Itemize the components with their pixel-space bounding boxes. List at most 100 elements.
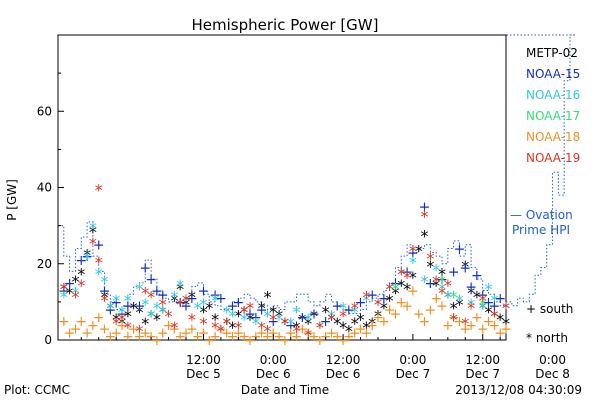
point-noaa-15: + bbox=[145, 272, 157, 288]
point-noaa-16: * bbox=[118, 303, 126, 322]
point-noaa-18: + bbox=[285, 325, 297, 341]
point-noaa-18: + bbox=[326, 325, 338, 341]
x-tick-time-label: 12:00 bbox=[465, 353, 500, 367]
x-tick-time-label: 0:00 bbox=[539, 353, 566, 367]
point-noaa-19: * bbox=[374, 295, 382, 314]
point-noaa-19: * bbox=[397, 264, 405, 283]
point-noaa-16: * bbox=[432, 261, 440, 280]
x-tick-date-label: Dec 7 bbox=[396, 367, 431, 381]
point-noaa-15: + bbox=[186, 291, 198, 307]
point-noaa-19: * bbox=[71, 287, 79, 306]
point-metp-02: * bbox=[263, 287, 271, 306]
point-noaa-16: * bbox=[147, 306, 155, 325]
point-metp-02: * bbox=[415, 242, 423, 261]
point-metp-02: * bbox=[223, 314, 231, 333]
point-noaa-18: + bbox=[355, 322, 367, 338]
point-metp-02: * bbox=[333, 314, 341, 333]
point-noaa-16: * bbox=[101, 272, 109, 291]
point-noaa-18: + bbox=[291, 329, 303, 345]
point-noaa-18: + bbox=[198, 325, 210, 341]
point-noaa-18: + bbox=[134, 329, 146, 345]
point-noaa-16: * bbox=[106, 299, 114, 318]
point-noaa-15: + bbox=[419, 200, 431, 216]
point-noaa-17: * bbox=[450, 287, 458, 306]
point-metp-02: * bbox=[281, 314, 289, 333]
point-noaa-17: * bbox=[391, 280, 399, 299]
point-noaa-15: + bbox=[355, 295, 367, 311]
point-noaa-18: + bbox=[151, 333, 163, 349]
point-noaa-15: + bbox=[436, 272, 448, 288]
point-noaa-15: + bbox=[64, 276, 76, 292]
point-noaa-16: * bbox=[490, 291, 498, 310]
point-metp-02: * bbox=[421, 226, 429, 245]
point-noaa-19: * bbox=[426, 249, 434, 268]
point-metp-02: * bbox=[176, 280, 184, 299]
chart-title: Hemispheric Power [GW] bbox=[192, 16, 379, 34]
point-noaa-15: + bbox=[448, 264, 460, 280]
point-noaa-16: * bbox=[60, 287, 68, 306]
point-metp-02: * bbox=[141, 314, 149, 333]
point-noaa-19: * bbox=[421, 207, 429, 226]
point-metp-02: * bbox=[112, 310, 120, 329]
point-noaa-15: + bbox=[174, 295, 186, 311]
point-noaa-15: + bbox=[81, 249, 93, 265]
point-noaa-15: + bbox=[366, 287, 378, 303]
y-tick-label: 40 bbox=[37, 181, 52, 195]
point-metp-02: * bbox=[101, 287, 109, 306]
point-noaa-19: * bbox=[95, 181, 103, 200]
point-noaa-19: * bbox=[438, 283, 446, 302]
point-noaa-16: * bbox=[89, 219, 97, 238]
point-noaa-18: + bbox=[436, 299, 448, 315]
point-noaa-16: * bbox=[287, 314, 295, 333]
point-metp-02: * bbox=[339, 318, 347, 337]
point-noaa-16: * bbox=[293, 303, 301, 322]
point-metp-02: * bbox=[438, 264, 446, 283]
point-metp-02: * bbox=[473, 287, 481, 306]
point-noaa-15: + bbox=[320, 314, 332, 330]
point-noaa-18: + bbox=[430, 291, 442, 307]
point-noaa-16: * bbox=[95, 264, 103, 283]
point-noaa-18: + bbox=[186, 322, 198, 338]
point-noaa-19: * bbox=[159, 295, 167, 314]
point-noaa-15: + bbox=[424, 276, 436, 292]
point-noaa-16: * bbox=[170, 287, 178, 306]
point-metp-02: * bbox=[106, 299, 114, 318]
point-noaa-18: + bbox=[93, 310, 105, 326]
point-metp-02: * bbox=[147, 306, 155, 325]
point-noaa-19: * bbox=[386, 280, 394, 299]
point-noaa-18: + bbox=[337, 333, 349, 349]
point-metp-02: * bbox=[135, 303, 143, 322]
x-tick-date-label: Dec 8 bbox=[535, 367, 570, 381]
point-noaa-15: + bbox=[477, 287, 489, 303]
point-noaa-15: + bbox=[99, 283, 111, 299]
point-metp-02: * bbox=[426, 257, 434, 276]
point-noaa-18: + bbox=[244, 333, 256, 349]
point-noaa-18: + bbox=[122, 329, 134, 345]
point-noaa-16: * bbox=[316, 318, 324, 337]
point-metp-02: * bbox=[403, 280, 411, 299]
point-metp-02: * bbox=[182, 295, 190, 314]
point-noaa-16: * bbox=[141, 295, 149, 314]
point-noaa-18: + bbox=[99, 322, 111, 338]
point-noaa-19: * bbox=[461, 314, 469, 333]
point-noaa-15: + bbox=[267, 314, 279, 330]
point-metp-02: * bbox=[496, 310, 504, 329]
point-noaa-15: + bbox=[250, 310, 262, 326]
point-noaa-15: + bbox=[285, 318, 297, 334]
point-noaa-18: + bbox=[302, 325, 314, 341]
point-metp-02: * bbox=[124, 306, 132, 325]
point-metp-02: * bbox=[77, 264, 85, 283]
legend-marker-north: * north bbox=[526, 331, 568, 345]
point-noaa-19: * bbox=[95, 253, 103, 272]
point-noaa-18: + bbox=[500, 322, 512, 338]
point-noaa-19: * bbox=[147, 287, 155, 306]
y-tick-label: 0 bbox=[44, 333, 52, 347]
point-noaa-18: + bbox=[215, 322, 227, 338]
point-noaa-18: + bbox=[366, 318, 378, 334]
legend-item-noaa-17: NOAA-17 bbox=[526, 109, 580, 123]
point-noaa-15: + bbox=[104, 303, 116, 319]
point-noaa-17: * bbox=[438, 272, 446, 291]
ovation-prime-hpi-series bbox=[58, 34, 576, 314]
point-metp-02: * bbox=[258, 299, 266, 318]
